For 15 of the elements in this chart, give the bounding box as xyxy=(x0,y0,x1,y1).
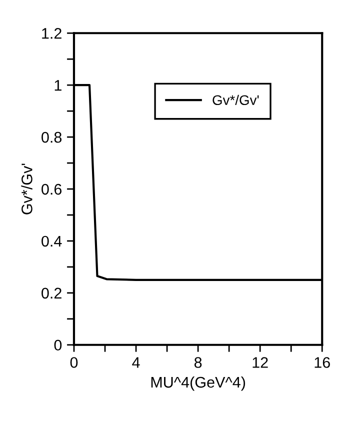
y-tick-label: 0.8 xyxy=(42,132,62,143)
x-tick-label: 4 xyxy=(132,357,140,368)
y-tick-label: 0.2 xyxy=(42,288,62,299)
x-tick-label: 8 xyxy=(194,357,202,368)
y-axis-title: Gv*/Gv' xyxy=(21,164,32,214)
x-tick-label: 0 xyxy=(70,357,78,368)
legend-label: Gv*/Gv' xyxy=(212,94,259,106)
y-tick-label: 0 xyxy=(54,340,62,351)
y-tick-label: 1 xyxy=(54,80,62,91)
y-tick-label: 0.4 xyxy=(42,236,62,247)
y-tick-label: 0.6 xyxy=(42,184,62,195)
x-tick-label: 12 xyxy=(252,357,268,368)
x-tick-label: 16 xyxy=(314,357,330,368)
y-tick-label: 1.2 xyxy=(42,28,62,39)
x-axis-title: MU^4(GeV^4) xyxy=(151,376,246,391)
